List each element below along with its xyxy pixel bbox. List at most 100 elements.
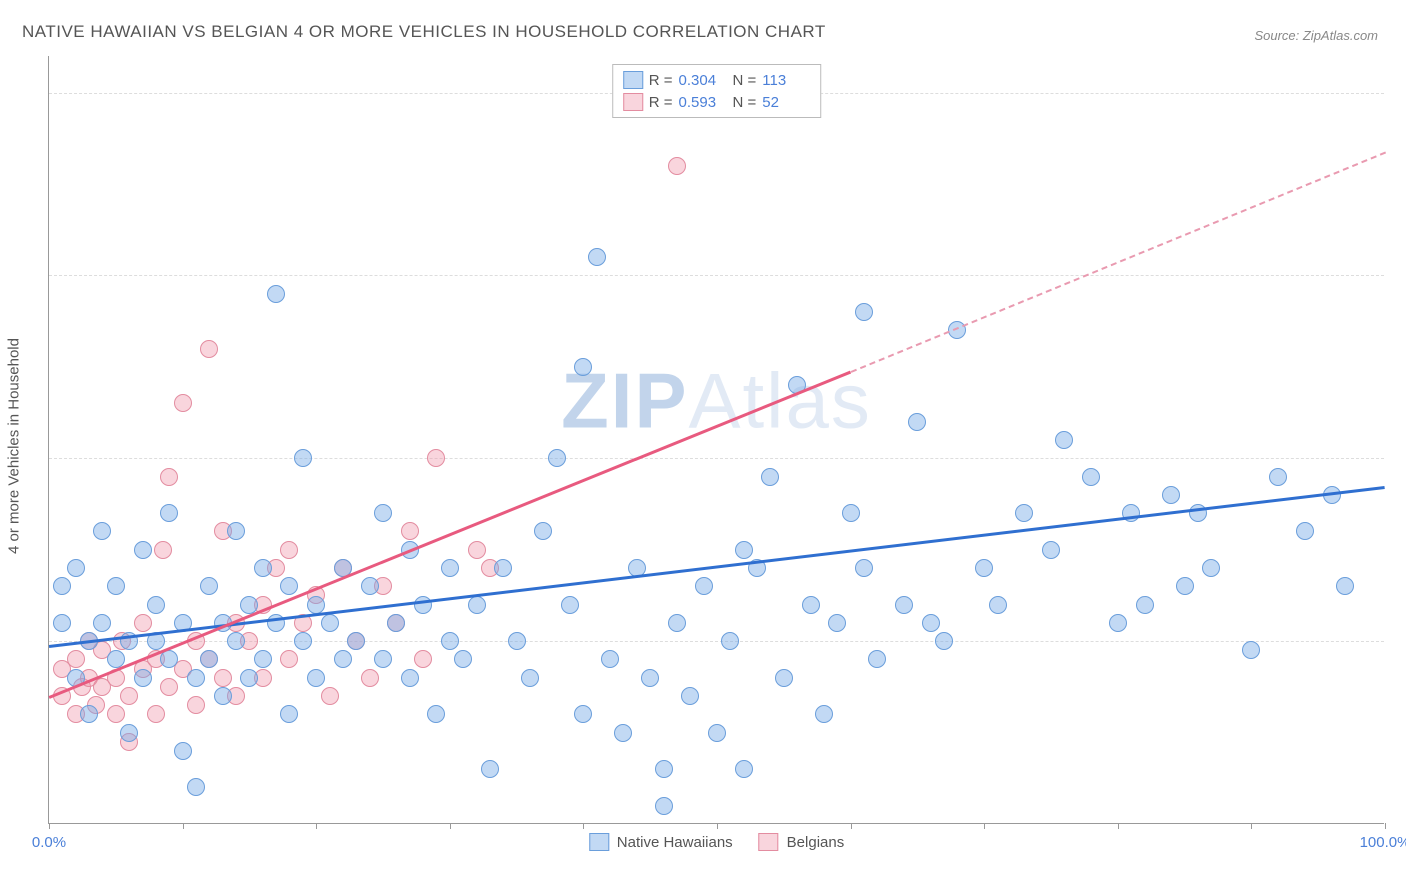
data-point-hawaiian bbox=[280, 577, 298, 595]
data-point-hawaiian bbox=[561, 596, 579, 614]
data-point-hawaiian bbox=[347, 632, 365, 650]
x-tick bbox=[583, 823, 584, 829]
data-point-belgian bbox=[321, 687, 339, 705]
data-point-hawaiian bbox=[254, 650, 272, 668]
x-tick bbox=[450, 823, 451, 829]
legend-row-blue: R = 0.304 N = 113 bbox=[623, 69, 811, 91]
data-point-belgian bbox=[214, 669, 232, 687]
data-point-belgian bbox=[120, 687, 138, 705]
data-point-hawaiian bbox=[1055, 431, 1073, 449]
data-point-belgian bbox=[134, 614, 152, 632]
y-axis-label: 4 or more Vehicles in Household bbox=[6, 338, 23, 554]
data-point-hawaiian bbox=[147, 596, 165, 614]
data-point-hawaiian bbox=[494, 559, 512, 577]
data-point-hawaiian bbox=[868, 650, 886, 668]
data-point-hawaiian bbox=[695, 577, 713, 595]
data-point-hawaiian bbox=[294, 632, 312, 650]
data-point-belgian bbox=[468, 541, 486, 559]
legend-swatch-blue bbox=[623, 71, 643, 89]
data-point-hawaiian bbox=[775, 669, 793, 687]
data-point-hawaiian bbox=[922, 614, 940, 632]
data-point-hawaiian bbox=[655, 797, 673, 815]
data-point-hawaiian bbox=[93, 614, 111, 632]
data-point-hawaiian bbox=[828, 614, 846, 632]
data-point-hawaiian bbox=[1015, 504, 1033, 522]
legend-series: Native Hawaiians Belgians bbox=[589, 833, 844, 851]
data-point-belgian bbox=[160, 468, 178, 486]
data-point-hawaiian bbox=[989, 596, 1007, 614]
data-point-hawaiian bbox=[441, 559, 459, 577]
data-point-hawaiian bbox=[508, 632, 526, 650]
legend-row-pink: R = 0.593 N = 52 bbox=[623, 91, 811, 113]
data-point-hawaiian bbox=[548, 449, 566, 467]
legend-swatch-pink bbox=[759, 833, 779, 851]
data-point-hawaiian bbox=[120, 724, 138, 742]
data-point-hawaiian bbox=[187, 778, 205, 796]
data-point-hawaiian bbox=[908, 413, 926, 431]
data-point-hawaiian bbox=[134, 541, 152, 559]
data-point-hawaiian bbox=[200, 577, 218, 595]
data-point-hawaiian bbox=[1109, 614, 1127, 632]
data-point-belgian bbox=[427, 449, 445, 467]
data-point-hawaiian bbox=[254, 559, 272, 577]
watermark: ZIPAtlas bbox=[561, 356, 872, 447]
legend-item-belgians: Belgians bbox=[759, 833, 845, 851]
legend-r-label: R = bbox=[649, 72, 673, 89]
x-tick-label: 0.0% bbox=[32, 834, 66, 851]
legend-label: Belgians bbox=[787, 834, 845, 851]
trendline-hawaiian bbox=[49, 486, 1385, 648]
data-point-belgian bbox=[160, 678, 178, 696]
scatter-plot-area: ZIPAtlas R = 0.304 N = 113 R = 0.593 N =… bbox=[48, 56, 1384, 824]
data-point-belgian bbox=[107, 705, 125, 723]
x-tick bbox=[183, 823, 184, 829]
data-point-hawaiian bbox=[735, 760, 753, 778]
data-point-hawaiian bbox=[1136, 596, 1154, 614]
data-point-hawaiian bbox=[574, 358, 592, 376]
data-point-hawaiian bbox=[427, 705, 445, 723]
data-point-hawaiian bbox=[53, 577, 71, 595]
legend-swatch-pink bbox=[623, 93, 643, 111]
data-point-belgian bbox=[154, 541, 172, 559]
y-tick-label: 30.0% bbox=[1394, 267, 1406, 284]
data-point-hawaiian bbox=[107, 577, 125, 595]
data-point-belgian bbox=[147, 705, 165, 723]
legend-r-value: 0.304 bbox=[679, 72, 727, 89]
data-point-hawaiian bbox=[641, 669, 659, 687]
source-label: Source: ZipAtlas.com bbox=[1254, 28, 1378, 43]
x-tick bbox=[316, 823, 317, 829]
data-point-hawaiian bbox=[721, 632, 739, 650]
data-point-belgian bbox=[668, 157, 686, 175]
data-point-hawaiian bbox=[735, 541, 753, 559]
data-point-hawaiian bbox=[1269, 468, 1287, 486]
data-point-hawaiian bbox=[534, 522, 552, 540]
data-point-hawaiian bbox=[134, 669, 152, 687]
data-point-hawaiian bbox=[160, 650, 178, 668]
data-point-hawaiian bbox=[815, 705, 833, 723]
data-point-belgian bbox=[280, 541, 298, 559]
data-point-hawaiian bbox=[855, 559, 873, 577]
legend-r-label: R = bbox=[649, 94, 673, 111]
data-point-belgian bbox=[174, 394, 192, 412]
x-tick bbox=[1251, 823, 1252, 829]
data-point-hawaiian bbox=[414, 596, 432, 614]
data-point-hawaiian bbox=[454, 650, 472, 668]
data-point-hawaiian bbox=[521, 669, 539, 687]
data-point-hawaiian bbox=[481, 760, 499, 778]
data-point-hawaiian bbox=[614, 724, 632, 742]
data-point-hawaiian bbox=[93, 522, 111, 540]
data-point-hawaiian bbox=[441, 632, 459, 650]
data-point-hawaiian bbox=[361, 577, 379, 595]
data-point-hawaiian bbox=[160, 504, 178, 522]
data-point-hawaiian bbox=[1336, 577, 1354, 595]
gridline-horizontal bbox=[49, 275, 1384, 276]
data-point-hawaiian bbox=[214, 687, 232, 705]
data-point-hawaiian bbox=[374, 650, 392, 668]
data-point-hawaiian bbox=[67, 559, 85, 577]
legend-label: Native Hawaiians bbox=[617, 834, 733, 851]
data-point-hawaiian bbox=[668, 614, 686, 632]
data-point-hawaiian bbox=[855, 303, 873, 321]
x-tick bbox=[717, 823, 718, 829]
data-point-hawaiian bbox=[374, 504, 392, 522]
x-tick bbox=[1118, 823, 1119, 829]
legend-correlation-box: R = 0.304 N = 113 R = 0.593 N = 52 bbox=[612, 64, 822, 118]
